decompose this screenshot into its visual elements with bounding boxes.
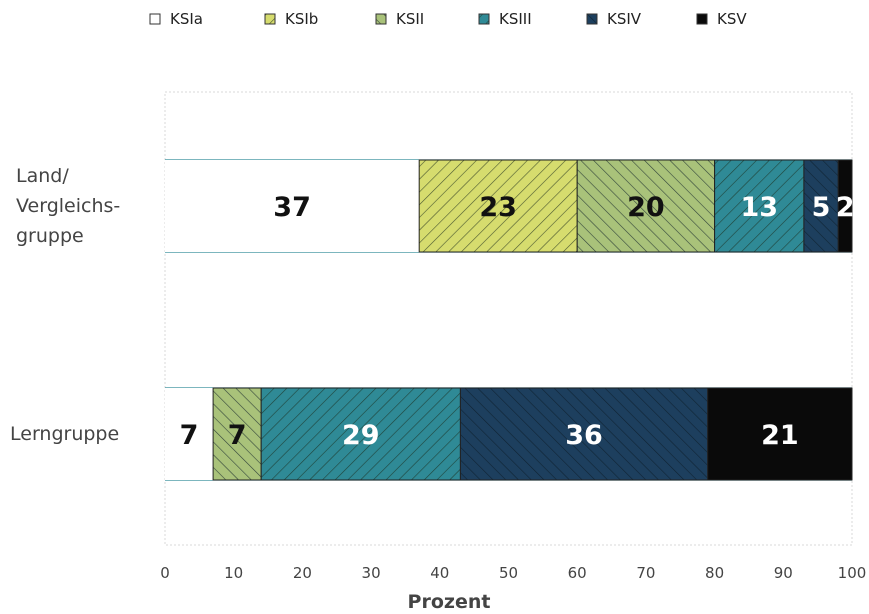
bars: 37 23 20 13 5 2 7 7 29 36 21 (165, 159, 855, 481)
x-axis-ticks: 0 10 20 30 40 50 60 70 80 90 100 (160, 564, 866, 582)
category-label-0-line-2: gruppe (16, 225, 84, 247)
legend-label-ksii: KSII (396, 10, 424, 28)
bar-segment-ksv-1 (707, 387, 853, 481)
x-tick-label-80: 80 (705, 564, 724, 582)
category-label-0-line-1: Vergleichs- (16, 195, 120, 217)
bar-segment-ksib-0 (418, 159, 578, 253)
x-tick-label-60: 60 (568, 564, 587, 582)
legend-item-ksii: KSII (375, 10, 424, 28)
legend-label-ksv: KSV (717, 10, 747, 28)
bar-segment-ksiv-1 (459, 387, 709, 481)
bar-segment-ksia-0 (165, 160, 420, 252)
legend: KSIa KSIb KSII KSIII KSIV KSV (149, 10, 747, 28)
bar-segment-ksiii-0 (714, 159, 805, 253)
legend-swatch-ksia (149, 13, 161, 25)
data-label-ksv-0: 2 (836, 192, 855, 223)
category-labels: Land/Vergleichs-gruppe Lerngruppe (10, 165, 120, 445)
data-label-ksiv-0: 5 (812, 192, 831, 223)
plot-area (164, 91, 853, 546)
x-tick-label-70: 70 (636, 564, 655, 582)
data-label-ksii-1: 7 (228, 420, 247, 451)
legend-label-ksiii: KSIII (499, 10, 532, 28)
bar-segment-ksii-1 (212, 387, 262, 481)
category-label-0-line-0: Land/ (16, 165, 69, 187)
x-tick-label-90: 90 (774, 564, 793, 582)
legend-item-ksiv: KSIV (586, 10, 642, 28)
data-label-ksib-0: 23 (479, 192, 517, 223)
data-label-ksiii-1: 29 (342, 420, 380, 451)
data-label-ksia-1: 7 (180, 420, 199, 451)
bar-segment-ksiv-0 (803, 159, 839, 253)
data-label-ksv-1: 21 (761, 420, 799, 451)
category-label-1-line-0: Lerngruppe (10, 423, 119, 445)
data-label-ksia-0: 37 (273, 192, 311, 223)
x-tick-label-20: 20 (293, 564, 312, 582)
legend-swatch-ksii (375, 13, 387, 25)
x-tick-label-30: 30 (362, 564, 381, 582)
x-tick-label-10: 10 (224, 564, 243, 582)
legend-item-ksib: KSIb (264, 10, 318, 28)
legend-label-ksiv: KSIV (607, 10, 642, 28)
x-tick-label-40: 40 (430, 564, 449, 582)
x-axis-title: Prozent (408, 591, 491, 613)
legend-swatch-ksiii (478, 13, 490, 25)
legend-swatch-ksiv (586, 13, 598, 25)
x-tick-label-50: 50 (499, 564, 518, 582)
x-tick-label-100: 100 (838, 564, 867, 582)
bar-segment-ksv-0 (837, 159, 853, 253)
bar-segment-ksia-1 (165, 388, 214, 480)
legend-label-ksib: KSIb (285, 10, 318, 28)
legend-swatch-ksib (264, 13, 276, 25)
legend-item-ksv: KSV (696, 10, 747, 28)
plot-frame (164, 91, 853, 546)
data-label-ksii-0: 20 (627, 192, 665, 223)
legend-item-ksia: KSIa (149, 10, 203, 28)
data-label-ksiv-1: 36 (565, 420, 603, 451)
x-tick-label-0: 0 (160, 564, 170, 582)
legend-label-ksia: KSIa (170, 10, 203, 28)
legend-swatch-ksv (696, 13, 708, 25)
data-label-ksiii-0: 13 (740, 192, 778, 223)
legend-item-ksiii: KSIII (478, 10, 532, 28)
